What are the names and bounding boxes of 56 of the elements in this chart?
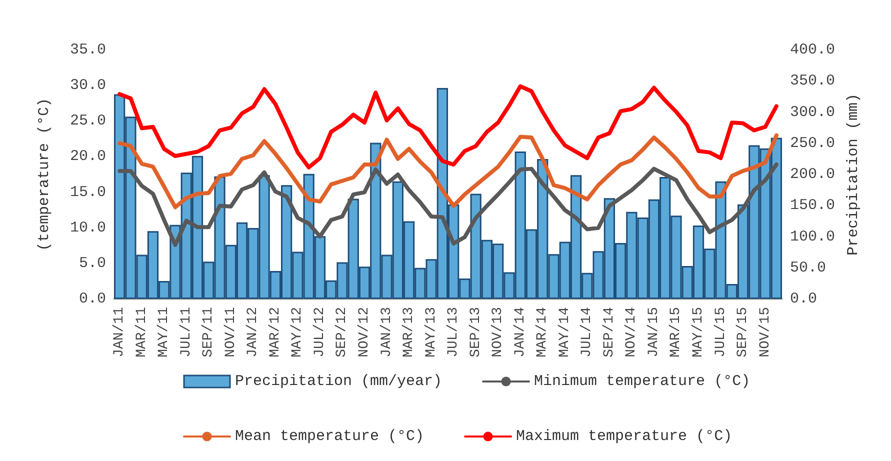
legend-label: Maximum temperature (°C) xyxy=(516,428,732,445)
x-tick-label: MAR/12 xyxy=(267,307,284,358)
legend-label: Mean temperature (°C) xyxy=(235,428,424,445)
y-tick-label: 5.0 xyxy=(78,254,106,272)
x-tick-label: JUL/12 xyxy=(312,307,328,358)
y-tick-label: 35.0 xyxy=(70,42,106,58)
x-tick-label: MAR/13 xyxy=(401,307,418,358)
x-tick-label: NOV/15 xyxy=(757,307,774,358)
x-tick-label: SEP/13 xyxy=(468,307,484,358)
y-tick-label: 30.0 xyxy=(70,77,106,94)
y-tick-label: 0.0 xyxy=(78,290,106,308)
y-tick-label: 10.0 xyxy=(70,219,106,236)
x-tick-label: JAN/13 xyxy=(378,307,395,358)
x-tick-label: MAY/13 xyxy=(423,307,440,358)
y2-tick-label: 0.0 xyxy=(790,290,818,308)
x-tick-label: MAY/15 xyxy=(690,307,706,358)
x-tick-label: JAN/15 xyxy=(646,307,662,358)
x-tick-label: MAR/15 xyxy=(668,307,684,358)
x-tick-label: NOV/14 xyxy=(624,307,640,358)
line-series xyxy=(118,84,778,170)
x-tick-label: NOV/11 xyxy=(222,307,239,358)
y2-tick-label: 50.0 xyxy=(790,259,826,276)
x-tick-label: NOV/13 xyxy=(490,307,506,358)
y2-tick-label: 150.0 xyxy=(790,197,836,214)
y2-tick-label: 250.0 xyxy=(790,134,836,152)
line-series xyxy=(118,133,778,210)
x-tick-label: JAN/14 xyxy=(512,307,528,358)
y2-tick-label: 200.0 xyxy=(790,166,836,183)
x-tick-label: MAY/12 xyxy=(290,307,306,358)
legend-label: Precipitation (mm/year) xyxy=(235,373,442,390)
x-tick-label: MAR/14 xyxy=(534,307,551,358)
x-tick-label: SEP/14 xyxy=(601,307,618,358)
legend-label: Minimum temperature (°C) xyxy=(534,373,750,390)
x-tick-label: JUL/15 xyxy=(712,307,729,358)
x-tick-label: MAR/11 xyxy=(134,307,150,358)
x-tick-label: SEP/12 xyxy=(334,307,350,358)
y-tick-label: 15.0 xyxy=(70,184,106,201)
y2-tick-label: 300.0 xyxy=(790,104,836,121)
y-tick-label: 25.0 xyxy=(70,112,106,130)
line-series xyxy=(118,162,778,247)
x-tick-label: JUL/13 xyxy=(446,307,462,358)
x-tick-label: SEP/11 xyxy=(200,307,217,358)
x-tick-label: JAN/12 xyxy=(245,307,262,358)
y2-axis-title: Precipitation (mm) xyxy=(844,93,862,256)
x-tick-label: MAY/11 xyxy=(156,307,172,358)
y2-tick-label: 350.0 xyxy=(790,72,836,90)
x-tick-label: SEP/15 xyxy=(735,307,752,358)
x-tick-label: MAY/14 xyxy=(556,307,573,358)
x-tick-label: JAN/11 xyxy=(112,307,128,358)
y-tick-label: 20.0 xyxy=(70,148,106,166)
y2-tick-label: 100.0 xyxy=(790,228,836,246)
x-tick-label: NOV/12 xyxy=(356,307,372,358)
x-tick-label: JUL/11 xyxy=(178,307,194,358)
y2-tick-label: 400.0 xyxy=(790,42,836,58)
x-tick-label: JUL/14 xyxy=(579,307,596,358)
y-axis-title: (temperature (°C) xyxy=(36,98,53,252)
